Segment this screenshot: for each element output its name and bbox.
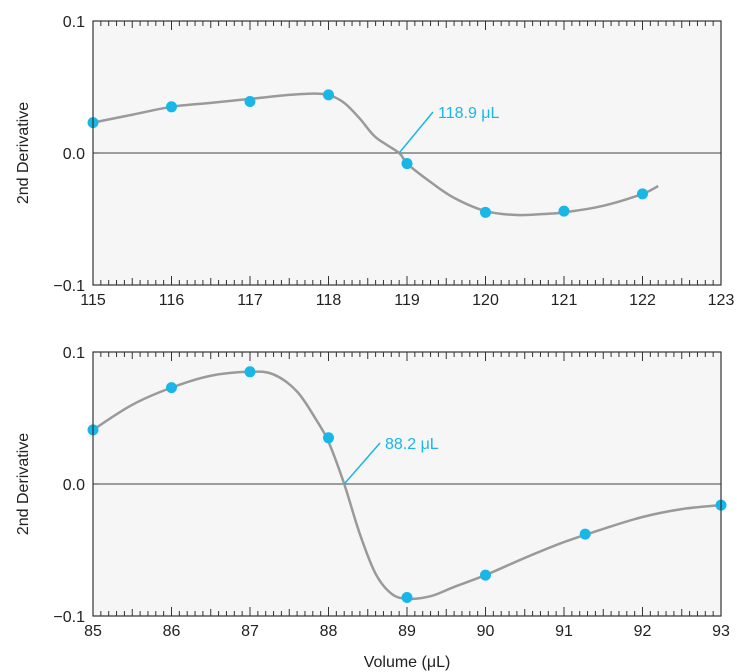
data-point-2 — [244, 366, 256, 378]
y-tick-label: 0.1 — [63, 345, 85, 362]
x-tick-label: 86 — [163, 623, 181, 640]
fitted-curve — [92, 92, 659, 217]
x-tick-label: 122 — [629, 292, 656, 309]
chart-panel-bottom: 85 86 87 88 89 90 91 92 93 0.1 0.0 −0.1 2nd Derivati… — [15, 345, 730, 671]
x-tick-label: 85 — [84, 623, 102, 640]
x-tick-label: 115 — [80, 292, 106, 309]
data-point-1 — [166, 101, 177, 113]
x-tick-label: 120 — [472, 292, 499, 309]
y-axis-title: 2nd Derivative — [15, 102, 32, 204]
data-point-2 — [244, 96, 256, 108]
plot-frame — [92, 351, 722, 617]
x-tick-label: 88 — [320, 623, 338, 640]
data-point-5 — [480, 206, 491, 218]
annotation-leader — [398, 111, 434, 154]
y-tick-label: 0.0 — [63, 477, 85, 494]
y-tick-label: 0.0 — [63, 146, 85, 163]
data-point-3 — [323, 89, 334, 101]
x-tick-label: 90 — [477, 623, 495, 640]
data-point-6 — [558, 205, 570, 217]
x-tick-label: 92 — [634, 623, 652, 640]
x-tick-label: 116 — [159, 292, 185, 309]
y-axis-title: 2nd Derivative — [15, 433, 32, 535]
x-tick-label: 121 — [551, 292, 578, 309]
data-point-6 — [579, 528, 591, 540]
x-tick-label: 123 — [708, 292, 735, 309]
x-tick-label: 87 — [241, 623, 259, 640]
annotation-leader — [343, 442, 381, 485]
data-point-3 — [323, 432, 334, 444]
x-tick-label: 89 — [398, 623, 416, 640]
chart-panel-top: 115 116 117 118 119 120 121 122 123 0.1 0.0 −0.1 2nd… — [15, 14, 734, 309]
x-tick-label: 118 — [316, 292, 342, 309]
x-tick-label: 119 — [394, 292, 420, 309]
data-point-7 — [637, 188, 648, 200]
plot-frame — [92, 20, 722, 286]
annotation-label: 88.2 μL — [385, 436, 439, 453]
fitted-curve — [92, 370, 722, 601]
y-tick-label: −0.1 — [53, 278, 85, 295]
y-tick-label: −0.1 — [53, 609, 85, 626]
data-point-4 — [401, 592, 413, 604]
data-point-5 — [480, 569, 491, 581]
annotation-label: 118.9 μL — [438, 105, 500, 122]
x-tick-label: 91 — [555, 623, 573, 640]
x-axis-title: Volume (μL) — [364, 654, 451, 671]
data-point-4 — [401, 158, 413, 170]
x-tick-label: 93 — [712, 623, 730, 640]
data-point-1 — [166, 382, 177, 394]
x-tick-label: 117 — [237, 292, 263, 309]
y-tick-label: 0.1 — [63, 14, 85, 31]
